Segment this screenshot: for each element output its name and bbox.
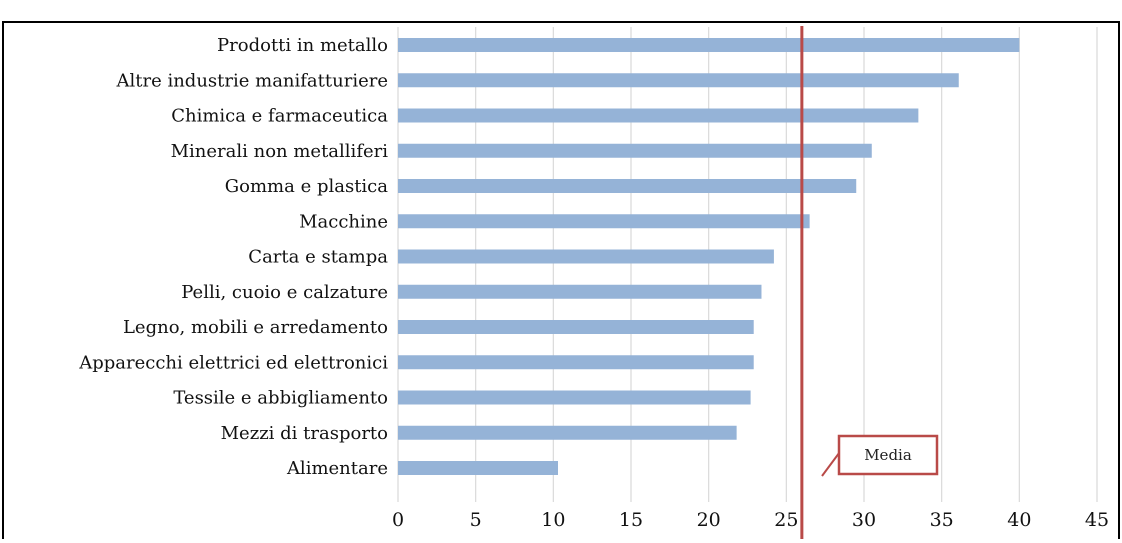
- x-tick-label: 10: [541, 509, 565, 531]
- category-labels: Prodotti in metallo Altre industrie manif…: [78, 35, 388, 479]
- media-callout: Media: [821, 434, 939, 477]
- category-label: Legno, mobili e arredamento: [123, 317, 388, 338]
- x-tick-label: 45: [1085, 509, 1109, 531]
- bars: [398, 38, 1020, 475]
- bar: [398, 355, 754, 370]
- category-label: Altre industrie manifatturiere: [115, 70, 388, 91]
- bar: [398, 284, 762, 299]
- category-label: Minerali non metalliferi: [171, 141, 389, 162]
- bar: [398, 38, 1020, 52]
- grid-lines: [397, 27, 1098, 502]
- bar: [398, 108, 919, 123]
- bar: [398, 179, 857, 193]
- category-label: Carta e stampa: [248, 247, 388, 268]
- bar: [398, 320, 754, 334]
- bar: [398, 143, 872, 158]
- category-label: Gomma e plastica: [225, 176, 388, 197]
- x-tick-label: 30: [852, 509, 876, 531]
- category-label: Mezzi di trasporto: [221, 423, 388, 444]
- bar: [398, 425, 737, 440]
- category-label: Apparecchi elettrici ed elettronici: [78, 352, 388, 373]
- category-label: Chimica e farmaceutica: [171, 106, 388, 127]
- x-tick-labels: 0 5 10 15 20 25 30 35 40 45: [392, 509, 1109, 531]
- category-label: Prodotti in metallo: [217, 35, 388, 56]
- x-tick-label: 35: [930, 509, 954, 531]
- media-callout-label: Media: [864, 446, 912, 464]
- x-tick-label: 0: [392, 509, 404, 531]
- category-label: Pelli, cuoio e calzature: [181, 282, 388, 303]
- x-tick-label: 20: [697, 509, 721, 531]
- bar: [398, 73, 959, 88]
- x-tick-label: 5: [470, 509, 482, 531]
- chart-frame: [2, 21, 1120, 543]
- category-label: Tessile e abbigliamento: [173, 388, 388, 409]
- bar: [398, 461, 558, 475]
- x-tick-label: 25: [774, 509, 798, 531]
- x-tick-label: 15: [619, 509, 643, 531]
- category-label: Alimentare: [286, 458, 388, 479]
- bar: [398, 214, 810, 229]
- bar: [398, 390, 751, 405]
- bar: [398, 249, 774, 264]
- media-callout-box: [837, 434, 939, 476]
- category-label: Macchine: [299, 211, 388, 232]
- x-tick-label: 40: [1007, 509, 1031, 531]
